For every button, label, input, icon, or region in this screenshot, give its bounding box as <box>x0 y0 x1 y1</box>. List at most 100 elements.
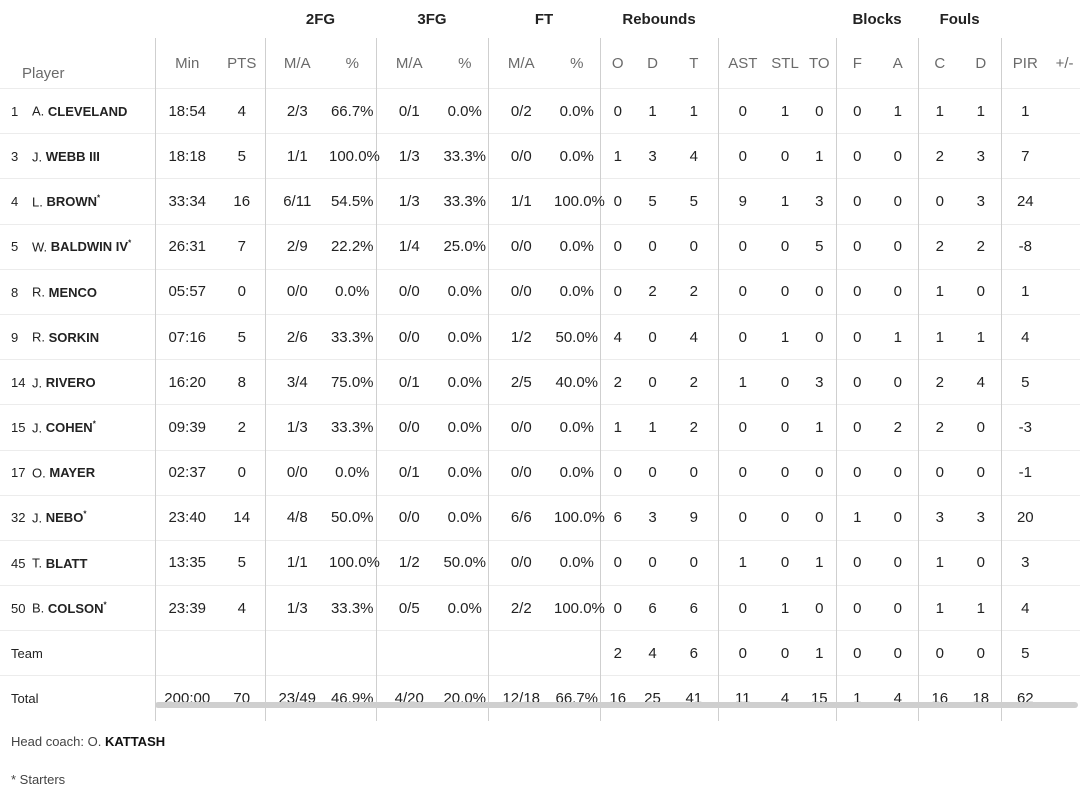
horizontal-scrollbar[interactable] <box>155 702 1078 708</box>
player-link[interactable]: NEBO* <box>46 510 87 525</box>
stat-pts: 8 <box>219 359 265 405</box>
header-2fg-pct[interactable]: % <box>345 54 359 72</box>
table-row[interactable]: 15 J. COHEN* 09:39 2 1/3 33.3% 0/0 0.0% 0/0 0.0% 1… <box>0 404 1080 450</box>
header-ft-pct[interactable]: % <box>570 54 584 72</box>
table-row[interactable]: 9 R. SORKIN 07:16 5 2/6 33.3% 0/0 0.0% 1/2 50.0% 4… <box>0 313 1080 360</box>
player-link[interactable]: RIVERO <box>46 375 96 390</box>
header-reb-d[interactable]: D <box>647 54 658 72</box>
stat-pir: 4 <box>1000 313 1050 360</box>
header-foul-d[interactable]: D <box>975 54 987 72</box>
player-link[interactable]: MENCO <box>49 285 97 300</box>
stat-fd: 18 <box>961 675 1002 721</box>
player-link[interactable]: COHEN* <box>46 420 96 435</box>
table-row[interactable]: 32 J. NEBO* 23:40 14 4/8 50.0% 0/0 0.0% 6/6 100.0… <box>0 494 1080 541</box>
player-cell: 50 B. COLSON* <box>0 585 155 631</box>
player-link[interactable]: BLATT <box>46 556 88 571</box>
header-ast[interactable]: AST <box>717 38 768 89</box>
stat-o: 0 <box>599 178 636 225</box>
stat-ftp: 0.0% <box>554 539 601 586</box>
stat-d: 0 <box>635 313 671 360</box>
stat-stl: 1 <box>767 585 804 631</box>
stat-stl: 0 <box>767 223 804 270</box>
stat-fg2: 1/3 <box>264 404 329 450</box>
stat-ftp: 0.0% <box>554 87 601 134</box>
player-surname: COLSON <box>47 600 104 616</box>
stat-t: 2 <box>670 359 719 405</box>
stat-fc: 1 <box>917 539 962 586</box>
header-foul-c[interactable]: C <box>917 38 962 89</box>
header-reb-o[interactable]: O <box>599 38 636 89</box>
stat-o: 0 <box>599 539 636 586</box>
header-pir[interactable]: PIR <box>1000 38 1050 89</box>
stat-d: 0 <box>635 359 671 405</box>
stat-fg2: 2/3 <box>264 87 329 134</box>
header-min[interactable]: Min <box>154 38 219 89</box>
player-surname: BLATT <box>45 555 88 571</box>
stat-fg3: 0/1 <box>375 449 442 496</box>
player-link[interactable]: BALDWIN IV* <box>51 239 131 254</box>
stat-fg3p <box>442 630 488 676</box>
header-blk-a[interactable]: A <box>892 54 903 72</box>
player-initial: J. <box>32 510 43 526</box>
player-link[interactable]: SORKIN <box>49 330 100 345</box>
table-row[interactable]: 14 J. RIVERO 16:20 8 3/4 75.0% 0/1 0.0% 2/5 40.0%… <box>0 359 1080 405</box>
table-row[interactable]: 1 A. CLEVELAND 18:54 4 2/3 66.7% 0/1 0.0% 0/2 0.0… <box>0 87 1080 134</box>
header-2fg-ma[interactable]: M/A <box>264 38 329 89</box>
table-row[interactable]: 50 B. COLSON* 23:39 4 1/3 33.3% 0/5 0.0% 2/2 100.… <box>0 585 1080 631</box>
starter-marker: * <box>103 600 107 610</box>
stat-fc: 3 <box>917 494 962 541</box>
stat-pm <box>1049 87 1080 134</box>
header-plus-minus[interactable]: +/- <box>1055 54 1074 72</box>
player-surname: BROWN <box>46 194 98 210</box>
player-cell: 15 J. COHEN* <box>0 404 155 450</box>
stat-t: 1 <box>670 87 719 134</box>
header-3fg-ma[interactable]: M/A <box>375 38 442 89</box>
player-link[interactable]: WEBB III <box>46 149 100 164</box>
table-row[interactable]: 5 W. BALDWIN IV* 26:31 7 2/9 22.2% 1/4 25.0% 0/0… <box>0 223 1080 270</box>
stat-fg2p: 100.0% <box>329 133 380 179</box>
player-surname: NEBO <box>45 510 84 526</box>
stat-pts <box>219 630 265 676</box>
player-link[interactable]: MAYER <box>49 465 95 480</box>
stat-fg3p: 0.0% <box>442 404 488 450</box>
stat-min: 33:34 <box>154 178 219 225</box>
stat-o: 1 <box>599 133 636 179</box>
stat-ba: 0 <box>878 133 919 179</box>
header-blk-f[interactable]: F <box>835 38 879 89</box>
header-to[interactable]: TO <box>809 54 830 72</box>
header-player[interactable]: Player <box>22 65 65 82</box>
stat-pir: 5 <box>1000 359 1050 405</box>
player-link[interactable]: COLSON* <box>47 600 107 616</box>
header-reb-t[interactable]: T <box>689 54 699 72</box>
stat-fg2p <box>329 630 376 676</box>
table-row[interactable]: 3 J. WEBB III 18:18 5 1/1 100.0% 1/3 33.3% 0/0 0.… <box>0 133 1080 179</box>
stat-ftp: 100.0% <box>554 178 605 225</box>
player-rows: 1 A. CLEVELAND 18:54 4 2/3 66.7% 0/1 0.0% 0/2 0.0… <box>0 87 1080 721</box>
player-link[interactable]: BROWN* <box>46 194 100 209</box>
stat-d: 6 <box>635 585 671 631</box>
stat-to: 0 <box>803 449 837 496</box>
stat-fg2p: 33.3% <box>329 585 376 631</box>
stat-bf: 0 <box>835 178 879 225</box>
table-row[interactable]: 8 R. MENCO 05:57 0 0/0 0.0% 0/0 0.0% 0/0 0.0% 0 2 2 0… <box>0 268 1080 315</box>
stat-pm <box>1049 494 1080 541</box>
stat-ft: 0/0 <box>487 133 554 179</box>
table-row[interactable]: 4 L. BROWN* 33:34 16 6/11 54.5% 1/3 33.3% 1/1 100… <box>0 178 1080 225</box>
group-ft: FT <box>534 10 554 28</box>
stat-stl: 1 <box>767 87 804 134</box>
header-stl[interactable]: STL <box>771 54 799 72</box>
header-pts[interactable]: PTS <box>227 54 257 72</box>
player-number: 8 <box>11 284 19 300</box>
header-ft-ma[interactable]: M/A <box>487 38 554 89</box>
team-label: Team <box>0 630 155 676</box>
stat-pir: 5 <box>1000 630 1050 676</box>
stat-fg3p: 0.0% <box>442 313 488 360</box>
player-link[interactable]: CLEVELAND <box>48 104 127 119</box>
header-3fg-pct[interactable]: % <box>458 54 472 72</box>
stat-bf: 0 <box>835 268 879 315</box>
table-row[interactable]: 17 O. MAYER 02:37 0 0/0 0.0% 0/1 0.0% 0/0 0.0% 0 0 0… <box>0 449 1080 496</box>
stat-ft: 0/2 <box>487 87 554 134</box>
table-row[interactable]: 45 T. BLATT 13:35 5 1/1 100.0% 1/2 50.0% 0/0 0.0%… <box>0 539 1080 586</box>
team-row: Team 2 4 6 0 0 1 0 0 0 0 5 <box>0 630 1080 676</box>
